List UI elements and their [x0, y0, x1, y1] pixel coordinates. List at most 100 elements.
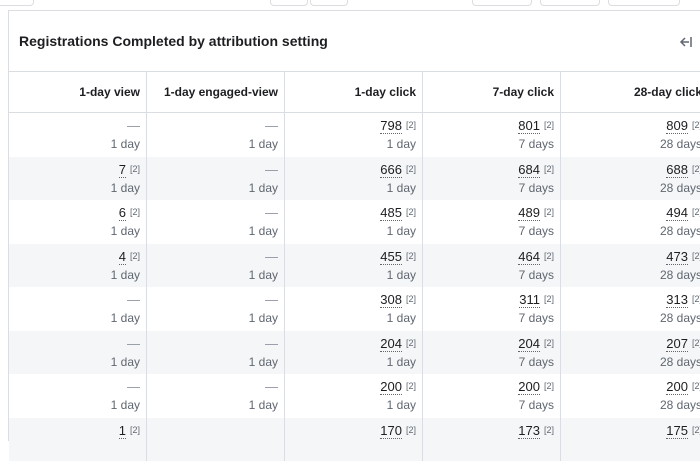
table-cell: —1 day	[147, 244, 285, 288]
metric-value: —	[265, 249, 278, 264]
metric-value[interactable]: 801[2]	[518, 118, 554, 133]
table-cell	[147, 418, 285, 461]
metric-value[interactable]: 311[2]	[519, 292, 554, 307]
table-cell: —1 day	[9, 331, 147, 375]
column-header[interactable]: 1-day view	[9, 72, 147, 112]
value-number: 801	[518, 118, 540, 134]
value-number: —	[265, 336, 278, 351]
metric-value[interactable]: 809[2]	[666, 118, 700, 133]
metric-value[interactable]: 170[2]	[380, 423, 416, 438]
value-number: 485	[380, 205, 402, 221]
table-cell: 173[2]	[423, 418, 561, 461]
metric-value[interactable]: 464[2]	[518, 249, 554, 264]
metric-value[interactable]: 485[2]	[380, 205, 416, 220]
attribution-window: 28 days	[660, 311, 700, 325]
attribution-window: 7 days	[519, 311, 554, 325]
metric-value[interactable]: 4[2]	[119, 249, 140, 264]
toolbar-button[interactable]	[310, 0, 348, 6]
toolbar-button[interactable]	[270, 0, 308, 6]
value-number: 464	[518, 249, 540, 265]
toolbar-button[interactable]	[472, 0, 532, 6]
table-cell: —1 day	[147, 331, 285, 375]
metric-value[interactable]: 7[2]	[119, 162, 140, 177]
metric-value[interactable]: 200[2]	[666, 379, 700, 394]
left-gutter	[0, 10, 8, 428]
metric-value[interactable]: 473[2]	[666, 249, 700, 264]
collapse-right-icon[interactable]	[679, 35, 693, 49]
footnote-ref: [2]	[406, 251, 416, 261]
metric-value[interactable]: 204[2]	[380, 336, 416, 351]
metric-value[interactable]: 666[2]	[380, 162, 416, 177]
table-cell: 200[2] 1 day	[285, 374, 423, 418]
metric-value[interactable]: 175[2]	[666, 423, 700, 438]
table-cell: 485[2]1 day	[285, 200, 423, 244]
footnote-ref: [2]	[692, 164, 700, 174]
attribution-window: 28 days	[660, 355, 700, 369]
toolbar-button[interactable]	[608, 0, 680, 6]
table-cell: 473[2]28 days	[561, 244, 700, 288]
attribution-window: 1 day	[111, 268, 140, 282]
table-cell: —1 day	[147, 113, 285, 157]
metric-value: —	[127, 118, 140, 133]
value-number: 308	[380, 292, 402, 308]
table-cell: 204[2]7 days	[423, 331, 561, 375]
value-number: 1	[119, 423, 126, 439]
metric-value[interactable]: 204[2]	[518, 336, 554, 351]
metric-value[interactable]: 6[2]	[119, 205, 140, 220]
table-cell: 684[2]7 days	[423, 157, 561, 201]
toolbar-button[interactable]	[540, 0, 600, 6]
metric-value[interactable]: 494[2]	[666, 205, 700, 220]
table-cell: 175[2]	[561, 418, 700, 461]
attribution-window: 7 days	[519, 398, 554, 412]
value-number: —	[127, 336, 140, 351]
attribution-window: 1 day	[249, 311, 278, 325]
table-cell: 1[2]	[9, 418, 147, 461]
metric-value[interactable]: 173[2]	[518, 423, 554, 438]
metric-value[interactable]: 489[2]	[518, 205, 554, 220]
value-number: 200	[380, 379, 402, 395]
value-number: —	[265, 118, 278, 133]
metric-value[interactable]: 200[2]	[518, 379, 554, 394]
metric-value: —	[127, 292, 140, 307]
attribution-panel: Registrations Completed by attribution s…	[8, 10, 700, 441]
metric-value[interactable]: 684[2]	[518, 162, 554, 177]
value-number: 311	[519, 292, 540, 308]
metric-value[interactable]: 688[2]	[666, 162, 700, 177]
metric-value[interactable]: 207[2]	[666, 336, 700, 351]
table-cell: 311[2] 7 days	[423, 287, 561, 331]
value-number: 175	[666, 423, 688, 439]
panel-title: Registrations Completed by attribution s…	[19, 33, 328, 49]
attribution-window: 1 day	[249, 398, 278, 412]
metric-value: —	[265, 292, 278, 307]
attribution-window: 1 day	[387, 398, 416, 412]
table-cell: —1 day	[9, 287, 147, 331]
footnote-ref: [2]	[692, 294, 700, 304]
attribution-window: 1 day	[249, 224, 278, 238]
metric-value[interactable]: 455[2]	[380, 249, 416, 264]
attribution-window: 7 days	[519, 137, 554, 151]
metric-value[interactable]: 200[2]	[380, 379, 416, 394]
metric-value[interactable]: 798[2]	[380, 118, 416, 133]
column-header[interactable]: 7-day click	[423, 72, 561, 112]
table-cell: —1 day	[147, 200, 285, 244]
table-cell: 200[2] 7 days	[423, 374, 561, 418]
toolbar-button[interactable]	[0, 0, 34, 6]
column-header[interactable]: 28-day click	[561, 72, 700, 112]
value-number: 666	[380, 162, 402, 178]
value-number: 684	[518, 162, 540, 178]
column-header[interactable]: 1-day engaged-view	[147, 72, 285, 112]
metric-value[interactable]: 1[2]	[119, 423, 140, 438]
table-cell: 170[2]	[285, 418, 423, 461]
table-cell: 464[2]7 days	[423, 244, 561, 288]
footnote-ref: [2]	[692, 251, 700, 261]
metric-value[interactable]: 313[2]	[666, 292, 700, 307]
metric-value[interactable]: 308[2]	[380, 292, 416, 307]
attribution-window: 28 days	[660, 137, 700, 151]
column-header[interactable]: 1-day click	[285, 72, 423, 112]
attribution-window: 1 day	[387, 311, 416, 325]
